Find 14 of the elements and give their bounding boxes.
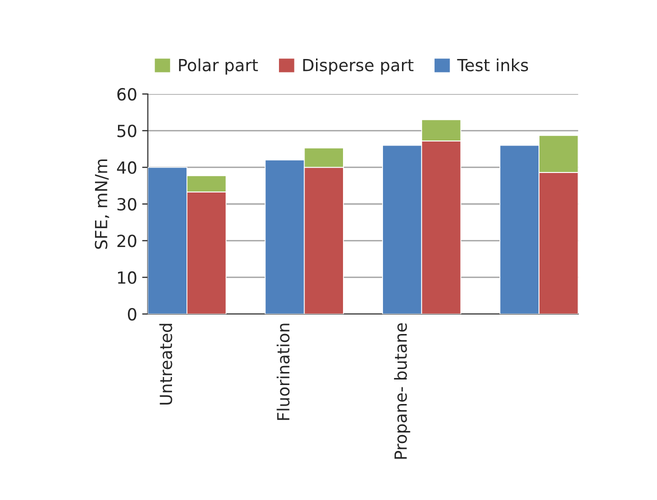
y-tick-label: 30: [117, 198, 136, 211]
y-axis-title: SFE, mN/m: [94, 159, 110, 249]
y-tick-label: 0: [128, 308, 136, 321]
legend-label: Disperse part: [303, 58, 414, 75]
x-tick-label: Untreated: [159, 324, 172, 404]
y-tick-label: 60: [117, 88, 136, 101]
y-tick-label: 50: [117, 124, 136, 138]
y-tick-label: 20: [117, 234, 136, 248]
x-tick-label: Fluorination: [276, 324, 290, 420]
x-tick-label: Propane- butane: [394, 323, 410, 459]
legend-label: Test inks: [457, 58, 528, 72]
legend-label: Polar part: [179, 58, 258, 75]
y-tick-label: 10: [118, 271, 136, 284]
y-tick-label: 40: [117, 161, 136, 174]
